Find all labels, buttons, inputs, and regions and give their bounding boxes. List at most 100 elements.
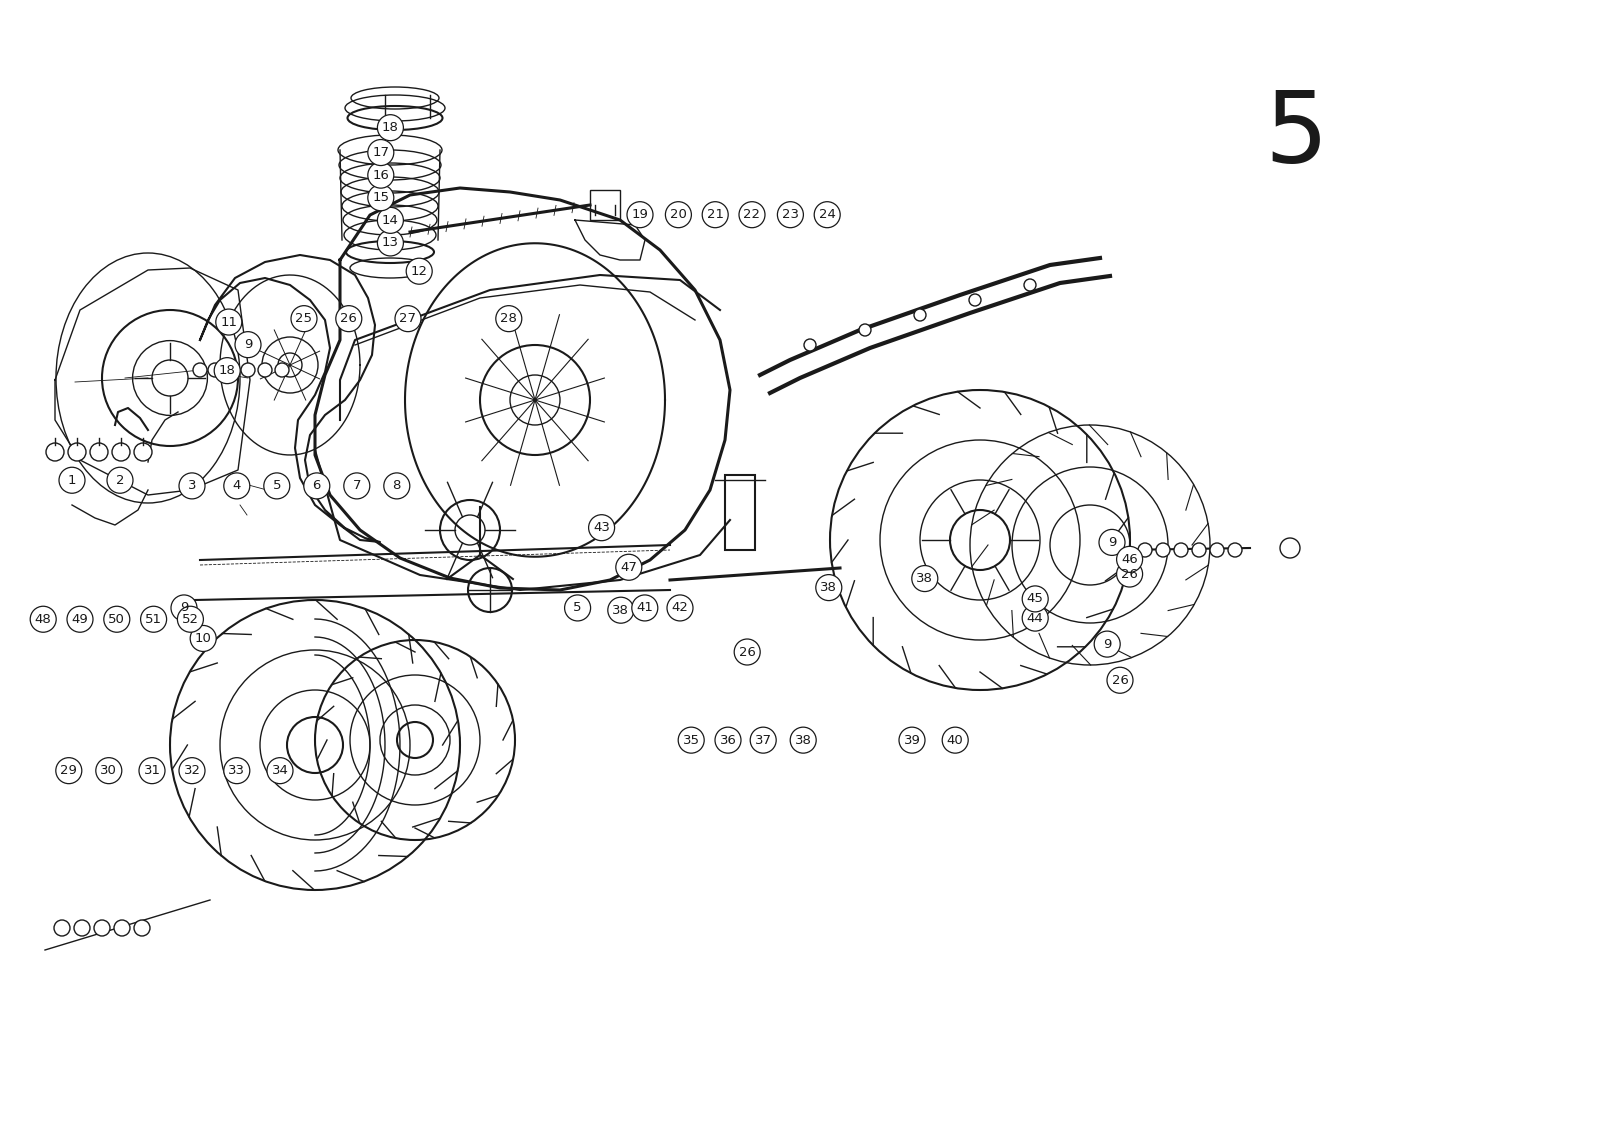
Circle shape [378, 114, 403, 141]
Text: 33: 33 [229, 764, 245, 777]
Text: 14: 14 [382, 214, 398, 227]
Text: 9: 9 [243, 338, 253, 351]
Circle shape [112, 443, 130, 461]
Circle shape [74, 920, 90, 936]
Text: 26: 26 [739, 645, 755, 659]
Text: 38: 38 [613, 603, 629, 617]
Circle shape [56, 757, 82, 784]
Circle shape [750, 727, 776, 754]
Text: 35: 35 [683, 733, 699, 747]
Text: 20: 20 [670, 208, 686, 221]
Text: 38: 38 [821, 581, 837, 594]
Text: 1: 1 [67, 473, 77, 487]
Circle shape [702, 201, 728, 228]
Circle shape [970, 294, 981, 306]
Circle shape [30, 606, 56, 633]
Circle shape [67, 443, 86, 461]
Text: 5: 5 [1264, 87, 1328, 184]
Circle shape [378, 229, 403, 257]
Circle shape [1192, 544, 1206, 557]
Bar [725, 475, 755, 550]
Text: 42: 42 [672, 601, 688, 615]
Circle shape [1174, 544, 1187, 557]
Text: 28: 28 [501, 312, 517, 325]
Text: 29: 29 [61, 764, 77, 777]
Circle shape [608, 597, 634, 624]
Text: 3: 3 [187, 479, 197, 493]
Circle shape [814, 201, 840, 228]
Circle shape [134, 443, 152, 461]
Text: 18: 18 [219, 364, 235, 377]
Text: 21: 21 [707, 208, 723, 221]
Text: 44: 44 [1027, 611, 1043, 625]
Text: 26: 26 [1122, 567, 1138, 581]
Circle shape [627, 201, 653, 228]
Circle shape [67, 606, 93, 633]
Text: 39: 39 [904, 733, 920, 747]
Circle shape [666, 201, 691, 228]
Text: 46: 46 [1122, 553, 1138, 566]
Circle shape [565, 594, 590, 622]
Text: 10: 10 [195, 632, 211, 645]
Circle shape [1117, 546, 1142, 573]
Text: 23: 23 [782, 208, 798, 221]
Circle shape [194, 363, 206, 377]
Circle shape [899, 727, 925, 754]
Circle shape [267, 757, 293, 784]
Text: 40: 40 [947, 733, 963, 747]
Text: 50: 50 [109, 612, 125, 626]
Circle shape [114, 920, 130, 936]
Text: 12: 12 [411, 264, 427, 278]
Text: 8: 8 [392, 479, 402, 493]
Circle shape [1024, 279, 1037, 292]
Circle shape [344, 472, 370, 499]
Circle shape [1138, 544, 1152, 557]
Text: 26: 26 [341, 312, 357, 325]
Circle shape [739, 201, 765, 228]
Text: 11: 11 [221, 315, 237, 329]
Text: 30: 30 [101, 764, 117, 777]
Circle shape [378, 207, 403, 234]
Text: 48: 48 [35, 612, 51, 626]
Text: 41: 41 [637, 601, 653, 615]
Text: 25: 25 [296, 312, 312, 325]
Circle shape [1107, 667, 1133, 694]
Circle shape [667, 594, 693, 622]
Circle shape [214, 357, 240, 384]
Circle shape [384, 472, 410, 499]
Circle shape [1099, 529, 1125, 556]
Circle shape [190, 625, 216, 652]
Bar [590, 190, 621, 220]
Circle shape [942, 727, 968, 754]
Circle shape [258, 363, 272, 377]
Circle shape [242, 363, 254, 377]
Text: 31: 31 [144, 764, 160, 777]
Circle shape [224, 757, 250, 784]
Text: 24: 24 [819, 208, 835, 221]
Circle shape [368, 139, 394, 166]
Circle shape [216, 308, 242, 336]
Circle shape [1117, 560, 1142, 588]
Circle shape [107, 467, 133, 494]
Circle shape [589, 514, 614, 541]
Circle shape [616, 554, 642, 581]
Text: 9: 9 [1107, 536, 1117, 549]
Circle shape [1210, 544, 1224, 557]
Circle shape [678, 727, 704, 754]
Text: 38: 38 [795, 733, 811, 747]
Circle shape [1155, 544, 1170, 557]
Circle shape [1229, 544, 1242, 557]
Circle shape [496, 305, 522, 332]
Circle shape [805, 339, 816, 351]
Circle shape [778, 201, 803, 228]
Circle shape [816, 574, 842, 601]
Text: 15: 15 [373, 191, 389, 205]
Text: 34: 34 [272, 764, 288, 777]
Circle shape [304, 472, 330, 499]
Text: 52: 52 [182, 612, 198, 626]
Text: 5: 5 [573, 601, 582, 615]
Text: 22: 22 [744, 208, 760, 221]
Circle shape [859, 324, 870, 336]
Text: 32: 32 [184, 764, 200, 777]
Circle shape [134, 920, 150, 936]
